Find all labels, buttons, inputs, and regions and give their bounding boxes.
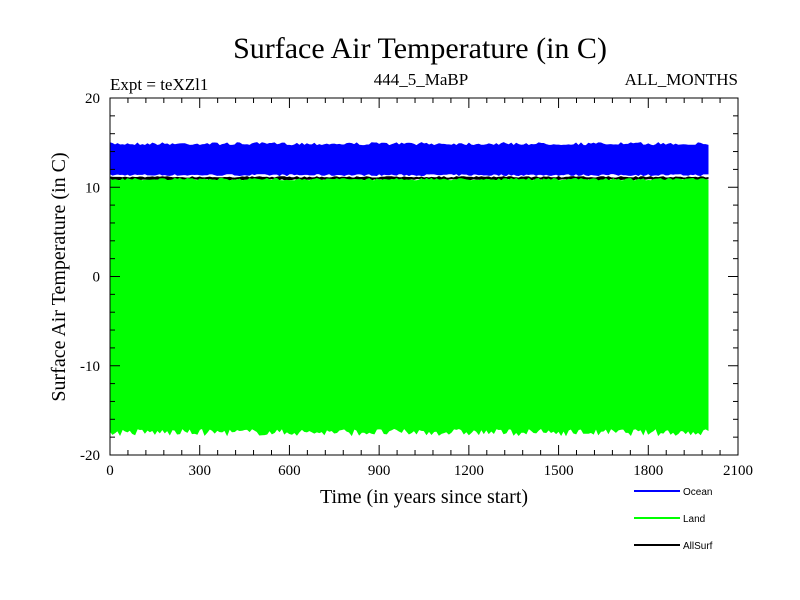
series-land — [109, 177, 709, 437]
x-tick-label: 2100 — [723, 463, 753, 479]
x-tick-label: 600 — [278, 463, 301, 479]
chart-title: Surface Air Temperature (in C) — [233, 32, 607, 65]
legend-label-ocean: Ocean — [683, 487, 712, 498]
x-axis-label: Time (in years since start) — [320, 486, 528, 508]
y-tick-label: -10 — [80, 359, 100, 375]
subtitle-right: ALL_MONTHS — [625, 70, 738, 89]
y-axis-label: Surface Air Temperature (in C) — [48, 152, 70, 401]
x-tick-label: 300 — [188, 463, 211, 479]
series-ocean — [109, 142, 709, 177]
experiment-label: Expt = teXZl1 — [110, 75, 208, 94]
plot-fills — [109, 142, 709, 437]
x-tick-label: 1200 — [454, 463, 484, 479]
plot-frame — [109, 97, 739, 456]
y-tick-label: 10 — [85, 180, 100, 196]
y-tick-label: 0 — [93, 270, 101, 286]
y-tick-label: -20 — [80, 448, 100, 464]
x-tick-label: 1800 — [633, 463, 663, 479]
subtitle-center: 444_5_MaBP — [374, 70, 468, 89]
legend-label-allsurf: AllSurf — [683, 541, 713, 552]
x-tick-label: 1500 — [544, 463, 574, 479]
legend: Ocean Land AllSurf — [634, 487, 713, 552]
x-tick-label: 0 — [106, 463, 114, 479]
legend-label-land: Land — [683, 514, 705, 525]
tick-labels: 0 300 600 900 1200 1500 1800 2100 -20 -10 0 10 20 — [80, 91, 753, 479]
x-tick-label: 900 — [368, 463, 391, 479]
y-tick-label: 20 — [85, 91, 100, 107]
